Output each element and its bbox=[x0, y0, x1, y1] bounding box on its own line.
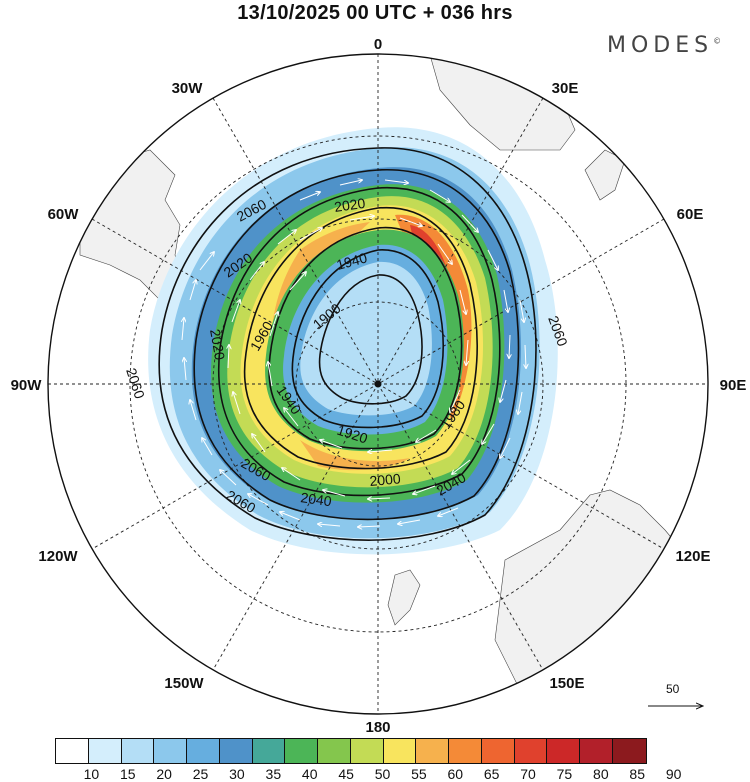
lon-label-150e: 150E bbox=[549, 675, 584, 692]
wind-speed-shading bbox=[148, 127, 558, 555]
colorbar-tick-label: 65 bbox=[483, 766, 500, 782]
colorbar-tick-label: 75 bbox=[556, 766, 573, 782]
contour-label: 2000 bbox=[369, 470, 402, 489]
colorbar-swatch bbox=[121, 739, 155, 763]
colorbar-swatch bbox=[580, 739, 613, 763]
lon-label-90w: 90W bbox=[11, 377, 43, 394]
contour-label: 2020 bbox=[207, 328, 228, 362]
map-disc: 2060 2020 1940 1900 1960 2020 2020 2060 … bbox=[48, 54, 708, 714]
map-title: 13/10/2025 00 UTC + 036 hrs bbox=[237, 2, 513, 24]
land-madagascar bbox=[584, 149, 626, 201]
colorbar-swatch bbox=[187, 739, 220, 763]
contour-label: 2040 bbox=[300, 489, 333, 509]
colorbar-tick-label: 85 bbox=[629, 766, 646, 782]
colorbar-swatch bbox=[449, 739, 482, 763]
colorbar-tick-label: 45 bbox=[338, 766, 354, 782]
colorbar-tick-label: 40 bbox=[301, 766, 318, 782]
south-pole-marker bbox=[374, 380, 382, 388]
colorbar-tick-label: 80 bbox=[593, 766, 609, 782]
colorbar-swatch bbox=[416, 739, 449, 763]
colorbar-swatch bbox=[383, 739, 417, 763]
brand-logo: MODES© bbox=[607, 33, 721, 58]
colorbar-swatch bbox=[219, 739, 253, 763]
colorbar-swatch bbox=[318, 739, 351, 763]
colorbar-tick-label: 90 bbox=[665, 766, 682, 782]
lon-label-0: 0 bbox=[374, 36, 382, 53]
colorbar-tick-label: 15 bbox=[119, 766, 136, 782]
colorbar-swatch bbox=[350, 739, 384, 763]
colorbar-swatch bbox=[252, 739, 286, 763]
colorbar-swatch bbox=[547, 739, 580, 763]
land-new-zealand bbox=[387, 569, 421, 626]
colorbar-tick-label: 20 bbox=[156, 766, 172, 782]
colorbar-tick-label: 35 bbox=[265, 766, 282, 782]
brand-name: MODES bbox=[607, 33, 714, 58]
contour-label: 2020 bbox=[333, 195, 366, 215]
colorbar-tick-label: 70 bbox=[520, 766, 536, 782]
colorbar-tick-label: 25 bbox=[192, 766, 209, 782]
lon-label-30w: 30W bbox=[172, 80, 204, 97]
contour-label: 1940 bbox=[335, 249, 369, 273]
colorbar-swatch bbox=[612, 739, 646, 763]
lon-label-90e: 90E bbox=[720, 377, 747, 394]
colorbar-ticks: 10 15 20 25 30 35 40 45 50 55 60 65 70 75 80 85 90 bbox=[55, 766, 710, 782]
colorbar-swatch bbox=[154, 739, 187, 763]
map-boundary bbox=[47, 53, 709, 715]
lon-label-60e: 60E bbox=[677, 206, 704, 223]
colorbar-tick-label: 10 bbox=[83, 766, 100, 782]
lon-label-150w: 150W bbox=[164, 675, 204, 692]
wind-vectors bbox=[182, 180, 526, 527]
lon-label-120e: 120E bbox=[675, 548, 710, 565]
lon-label-120w: 120W bbox=[38, 548, 78, 565]
colorbar-swatch bbox=[514, 739, 548, 763]
colorbar-swatch bbox=[285, 739, 318, 763]
lon-label-60w: 60W bbox=[48, 206, 80, 223]
height-contours bbox=[158, 147, 537, 541]
colorbar-swatch bbox=[56, 739, 89, 763]
lon-label-30e: 30E bbox=[552, 80, 579, 97]
colorbar bbox=[55, 738, 647, 764]
lon-label-180: 180 bbox=[365, 719, 390, 736]
reference-vector-label: 50 bbox=[666, 682, 680, 696]
colorbar-swatch bbox=[88, 739, 122, 763]
colorbar-swatch bbox=[481, 739, 515, 763]
copyright-mark: © bbox=[713, 36, 722, 46]
colorbar-tick-label: 55 bbox=[411, 766, 427, 782]
colorbar-tick-label: 50 bbox=[374, 766, 391, 782]
colorbar-tick-label: 30 bbox=[229, 766, 245, 782]
colorbar-tick-label: 60 bbox=[447, 766, 464, 782]
